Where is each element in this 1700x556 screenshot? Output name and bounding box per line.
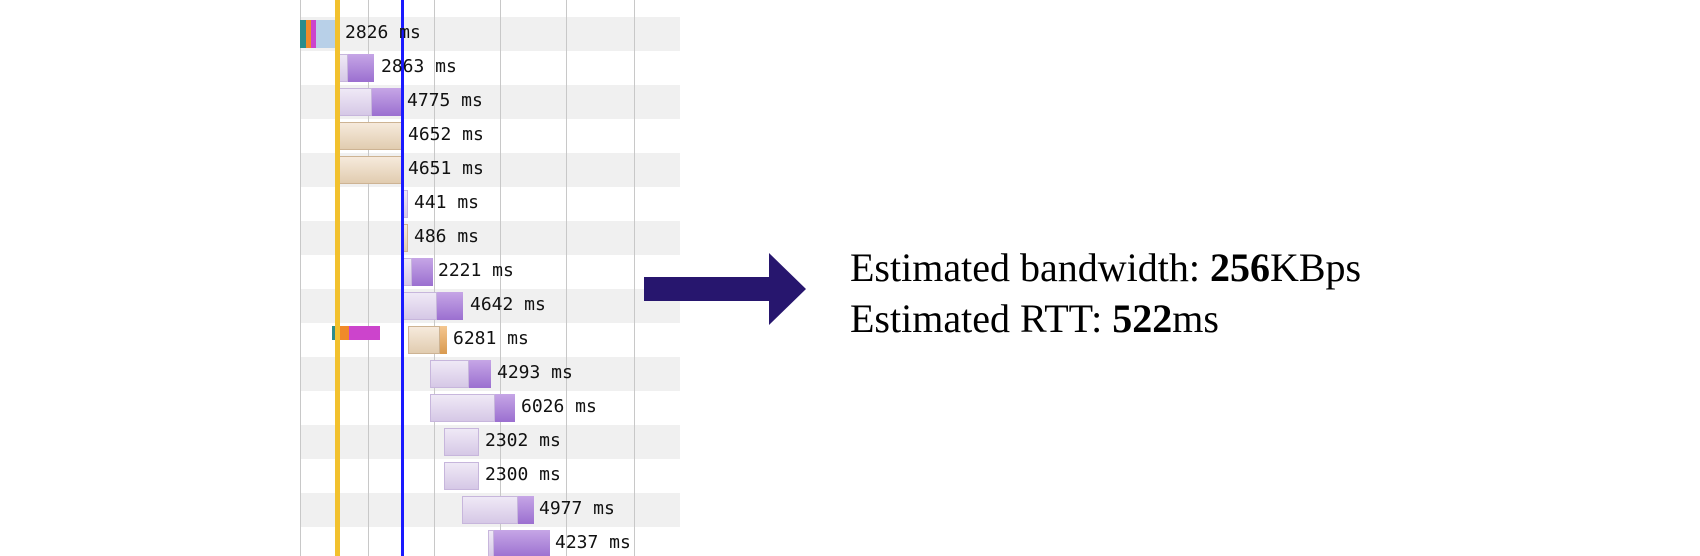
bandwidth-value: 256 xyxy=(1209,245,1270,290)
duration-label: 4293 ms xyxy=(497,362,573,383)
waterfall-row xyxy=(300,425,680,459)
bandwidth-estimate: Estimated bandwidth: 256KBps xyxy=(850,242,1361,293)
right-arrow-icon xyxy=(644,253,806,325)
request-bar xyxy=(336,156,402,184)
waterfall-gridline xyxy=(500,0,501,556)
duration-label: 4977 ms xyxy=(539,498,615,519)
rtt-prefix: Estimated RTT: xyxy=(850,296,1113,341)
duration-label: 4652 ms xyxy=(408,124,484,145)
waterfall-gridline xyxy=(300,0,301,556)
request-bar xyxy=(336,88,402,116)
waterfall-gridline xyxy=(434,0,435,556)
waterfall-row xyxy=(300,459,680,493)
bandwidth-prefix: Estimated bandwidth: xyxy=(850,245,1210,290)
request-bar xyxy=(300,20,338,48)
waterfall-row xyxy=(300,221,680,255)
estimates-panel: Estimated bandwidth: 256KBps Estimated R… xyxy=(850,242,1361,344)
duration-label: 2221 ms xyxy=(438,260,514,281)
request-bar xyxy=(444,462,479,490)
request-bar xyxy=(430,360,491,388)
request-bar xyxy=(401,258,433,286)
waterfall-row xyxy=(300,17,680,51)
duration-label: 486 ms xyxy=(414,226,480,247)
request-bar xyxy=(401,292,463,320)
request-waterfall: 2826 ms 2863 ms 4775 ms 4652 ms 4651 ms … xyxy=(300,0,680,556)
bandwidth-unit: KBps xyxy=(1269,245,1362,290)
waterfall-gridline xyxy=(566,0,567,556)
duration-label: 2300 ms xyxy=(485,464,561,485)
request-bar xyxy=(488,530,550,556)
waterfall-row xyxy=(300,289,680,323)
request-bar xyxy=(408,326,447,354)
rtt-estimate: Estimated RTT: 522ms xyxy=(850,293,1361,344)
duration-label: 4642 ms xyxy=(470,294,546,315)
rtt-unit: ms xyxy=(1172,296,1219,341)
duration-label: 4237 ms xyxy=(555,532,631,553)
request-bar xyxy=(444,428,479,456)
duration-label: 441 ms xyxy=(414,192,480,213)
waterfall-row xyxy=(300,187,680,221)
request-bar xyxy=(336,122,402,150)
duration-label: 6281 ms xyxy=(453,328,529,349)
duration-label: 4775 ms xyxy=(407,90,483,111)
waterfall-gridline xyxy=(368,0,369,556)
request-bar xyxy=(462,496,534,524)
start-render-line xyxy=(335,0,340,556)
duration-label: 2302 ms xyxy=(485,430,561,451)
duration-label: 6026 ms xyxy=(521,396,597,417)
dom-content-line xyxy=(401,0,404,556)
rtt-value: 522 xyxy=(1112,296,1173,341)
request-bar xyxy=(336,54,374,82)
duration-label: 2826 ms xyxy=(345,22,421,43)
duration-label: 2863 ms xyxy=(381,56,457,77)
waterfall-row xyxy=(300,255,680,289)
request-bar xyxy=(430,394,515,422)
waterfall-gridline xyxy=(634,0,635,556)
duration-label: 4651 ms xyxy=(408,158,484,179)
